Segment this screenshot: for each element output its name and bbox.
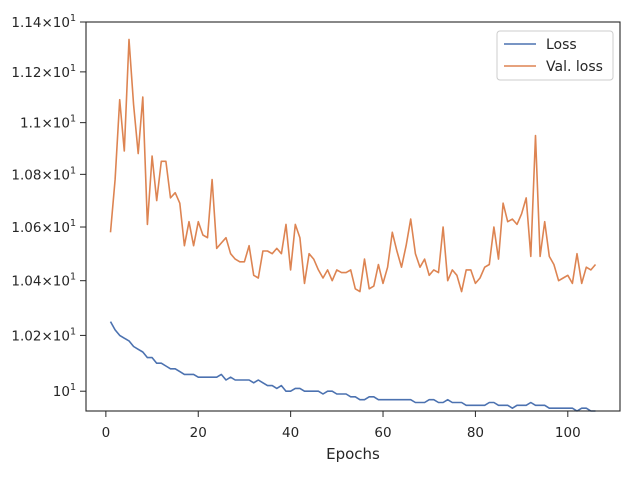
- plot-area: [85, 21, 621, 412]
- y-tick-label: 1.06×101: [11, 218, 76, 236]
- y-tick-label: 1.1×101: [20, 114, 76, 132]
- series-line-loss: [109, 321, 596, 412]
- x-tick-label: 20: [190, 425, 207, 441]
- y-tick-label: 1.12×101: [11, 63, 76, 81]
- y-tick-label: 1.04×101: [11, 272, 76, 290]
- x-axis-label: Epochs: [326, 445, 380, 463]
- x-tick-label: 60: [374, 425, 391, 441]
- x-tick-label: 0: [102, 425, 111, 441]
- y-axis: 101 1.02×101 1.04×101 1.06×101 1.08×101 1.1×1…: [11, 13, 86, 400]
- series-line-val-loss: [109, 38, 597, 293]
- legend: Loss Val. loss: [496, 30, 614, 81]
- x-tick-label: 80: [467, 425, 484, 441]
- plot-frame: [85, 21, 621, 412]
- x-axis: 0 20 40 60 80 100: [102, 411, 581, 441]
- y-tick-label: 101: [53, 382, 76, 400]
- legend-label-val-loss: Val. loss: [546, 59, 603, 75]
- x-tick-label: 40: [282, 425, 299, 441]
- legend-label-loss: Loss: [546, 37, 577, 53]
- y-tick-label: 1.02×101: [11, 326, 76, 344]
- y-tick-label: 1.08×101: [11, 165, 76, 183]
- series-layer: [109, 38, 597, 412]
- y-tick-label: 1.14×101: [11, 13, 76, 31]
- x-tick-label: 100: [555, 425, 581, 441]
